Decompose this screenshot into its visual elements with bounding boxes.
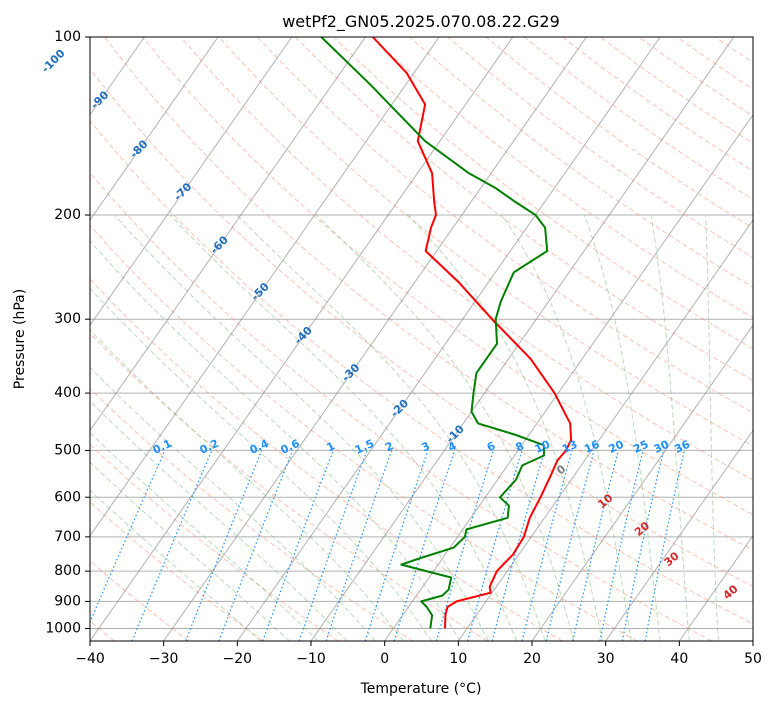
dry-adiabat bbox=[90, 172, 712, 641]
x-tick-label: 0 bbox=[380, 651, 389, 667]
x-tick-label: 20 bbox=[523, 651, 541, 667]
mixing-ratio-label: 13 bbox=[560, 438, 579, 456]
mixing-ratio-line bbox=[185, 450, 263, 641]
moist-adiabat bbox=[114, 214, 489, 641]
dewpoint-profile-line bbox=[320, 37, 549, 629]
isotherm-line bbox=[457, 219, 753, 641]
temperature-profile-line bbox=[372, 37, 573, 629]
y-tick-label: 600 bbox=[54, 489, 81, 505]
dry-adiabat bbox=[90, 67, 753, 588]
y-tick-label: 200 bbox=[54, 207, 81, 223]
y-tick-label: 100 bbox=[54, 29, 81, 45]
mixing-ratio-label: 36 bbox=[673, 438, 693, 456]
moist-adiabat bbox=[90, 329, 405, 641]
isotherm-line bbox=[384, 113, 753, 641]
mixing-ratio-label: 16 bbox=[582, 438, 602, 456]
mixing-ratio-line bbox=[393, 450, 456, 641]
moist-adiabat bbox=[236, 214, 546, 641]
isotherm-line bbox=[531, 324, 753, 641]
isotherm-line bbox=[310, 37, 735, 641]
x-tick-label: 30 bbox=[597, 651, 615, 667]
isotherm-line bbox=[90, 37, 293, 327]
dry-adiabat bbox=[218, 37, 753, 447]
mixing-ratio-line bbox=[466, 450, 523, 641]
y-tick-label: 1000 bbox=[45, 620, 81, 636]
mixing-ratio-line bbox=[521, 450, 573, 641]
x-tick-label: 10 bbox=[449, 651, 467, 667]
x-tick-label: −40 bbox=[75, 651, 105, 667]
y-tick-label: 400 bbox=[54, 385, 81, 401]
moist-adiabat bbox=[169, 214, 518, 641]
y-tick-label: 500 bbox=[54, 442, 81, 458]
mixing-ratio-line bbox=[262, 450, 334, 641]
mixing-ratio-line bbox=[435, 450, 494, 641]
isotherm-line bbox=[605, 429, 753, 641]
x-tick-label: −30 bbox=[149, 651, 179, 667]
x-tick-label: −10 bbox=[296, 651, 326, 667]
x-tick-label: −20 bbox=[223, 651, 253, 667]
mixing-ratio-label: 10 bbox=[533, 438, 553, 456]
guide-lines bbox=[90, 37, 753, 641]
mixing-ratio-line bbox=[218, 450, 294, 641]
chart-title: wetPf2_GN05.2025.070.08.22.G29 bbox=[282, 12, 560, 32]
dry-adiabat bbox=[180, 37, 753, 481]
plot-frame bbox=[89, 36, 754, 642]
moist-adiabat bbox=[90, 287, 433, 641]
dry-adiabat bbox=[90, 278, 563, 641]
dry-adiabat bbox=[333, 37, 753, 350]
moist-adiabat bbox=[90, 240, 461, 641]
sounding-profiles bbox=[320, 37, 573, 629]
y-axis-label: Pressure (hPa) bbox=[12, 289, 28, 389]
mixing-ratio-label: 20 bbox=[607, 438, 627, 456]
isotherm-line bbox=[90, 37, 514, 641]
isotherm-line bbox=[90, 37, 366, 432]
isotherm-line bbox=[236, 37, 661, 641]
dry-adiabat bbox=[142, 37, 753, 516]
moist-adiabat bbox=[316, 214, 575, 641]
x-tick-label: 40 bbox=[670, 651, 688, 667]
dry-adiabat bbox=[371, 37, 753, 319]
mixing-ratio-line bbox=[131, 450, 213, 641]
x-tick-label: 50 bbox=[744, 651, 762, 667]
dry-adiabat bbox=[90, 119, 753, 625]
isotherm-line bbox=[678, 534, 753, 641]
y-tick-label: 300 bbox=[54, 311, 81, 327]
moist-adiabat bbox=[90, 400, 348, 641]
moist-adiabat bbox=[90, 489, 262, 641]
isotherm-line bbox=[90, 37, 219, 221]
mixing-ratio-line bbox=[90, 450, 166, 624]
moist-adiabat bbox=[407, 214, 604, 641]
mixing-ratio-label: 30 bbox=[652, 438, 672, 456]
dry-adiabat bbox=[295, 37, 753, 382]
isotherm-line bbox=[163, 37, 587, 641]
moist-adiabat bbox=[583, 214, 661, 641]
x-axis-label: Temperature (°C) bbox=[360, 681, 482, 697]
dry-adiabat bbox=[90, 560, 190, 641]
axis-ticks: −40 −30 −20 −10 0 10 20 30 40 50 1000 900 800 700 600 5… bbox=[45, 29, 762, 667]
moist-adiabat bbox=[650, 214, 690, 641]
isotherm-line bbox=[90, 37, 440, 537]
dry-adiabat bbox=[90, 332, 488, 641]
mixing-ratio-line bbox=[545, 450, 595, 641]
y-tick-label: 800 bbox=[54, 563, 81, 579]
mixing-ratio-line bbox=[572, 450, 619, 641]
mixing-ratio-line bbox=[325, 450, 393, 641]
y-tick-label: 900 bbox=[54, 593, 81, 609]
y-tick-label: 700 bbox=[54, 529, 81, 545]
mixing-ratio-line bbox=[491, 450, 546, 641]
moist-adiabat bbox=[90, 366, 376, 641]
mixing-ratio-line bbox=[364, 450, 429, 641]
mixing-ratio-line bbox=[298, 450, 368, 641]
moist-adiabat bbox=[705, 214, 719, 641]
mixing-ratio-label: 25 bbox=[631, 438, 650, 456]
